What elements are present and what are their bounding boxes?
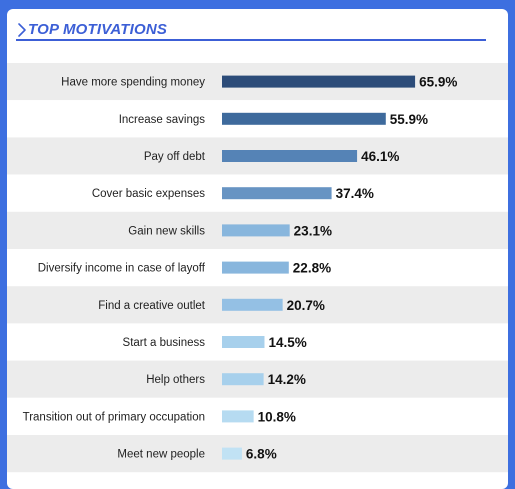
row-band xyxy=(7,435,508,473)
category-label: Gain new skills xyxy=(128,225,205,237)
title-underline xyxy=(16,39,486,41)
bar xyxy=(222,75,416,88)
chart-card: TOP MOTIVATIONS Have more spending money… xyxy=(7,9,508,489)
category-label: Diversify income in case of layoff xyxy=(38,263,206,275)
category-label: Meet new people xyxy=(117,449,205,461)
value-label: 65.9% xyxy=(419,75,457,90)
chart-title: TOP MOTIVATIONS xyxy=(28,21,168,38)
bar xyxy=(222,224,290,237)
bar xyxy=(222,112,386,125)
chevron-right-icon xyxy=(18,23,26,37)
value-label: 14.2% xyxy=(268,372,306,387)
bar xyxy=(222,373,264,386)
value-label: 46.1% xyxy=(361,149,399,164)
bar xyxy=(222,187,332,200)
category-label: Start a business xyxy=(123,337,206,349)
value-label: 22.8% xyxy=(293,261,331,276)
value-label: 20.7% xyxy=(287,298,325,313)
category-label: Pay off debt xyxy=(144,151,206,163)
value-label: 55.9% xyxy=(390,112,428,127)
bar xyxy=(222,336,265,348)
value-label: 10.8% xyxy=(258,409,296,424)
value-label: 23.1% xyxy=(294,223,332,238)
category-label: Find a creative outlet xyxy=(98,300,206,312)
category-label: Have more spending money xyxy=(61,77,205,89)
value-label: 37.4% xyxy=(336,186,374,201)
category-label: Help others xyxy=(146,374,205,386)
chart-header: TOP MOTIVATIONS xyxy=(7,9,508,53)
value-label: 14.5% xyxy=(268,335,306,350)
row-band xyxy=(7,397,508,435)
bar xyxy=(222,298,283,311)
bar-chart: Have more spending money 65.9% Increase sa… xyxy=(7,63,508,473)
category-label: Increase savings xyxy=(119,114,206,126)
category-label: Transition out of primary occupation xyxy=(23,411,205,423)
bar xyxy=(222,410,254,423)
value-label: 6.8% xyxy=(246,447,277,462)
category-label: Cover basic expenses xyxy=(92,188,205,200)
bar xyxy=(222,261,289,274)
bar xyxy=(222,447,242,460)
bar xyxy=(222,150,358,162)
